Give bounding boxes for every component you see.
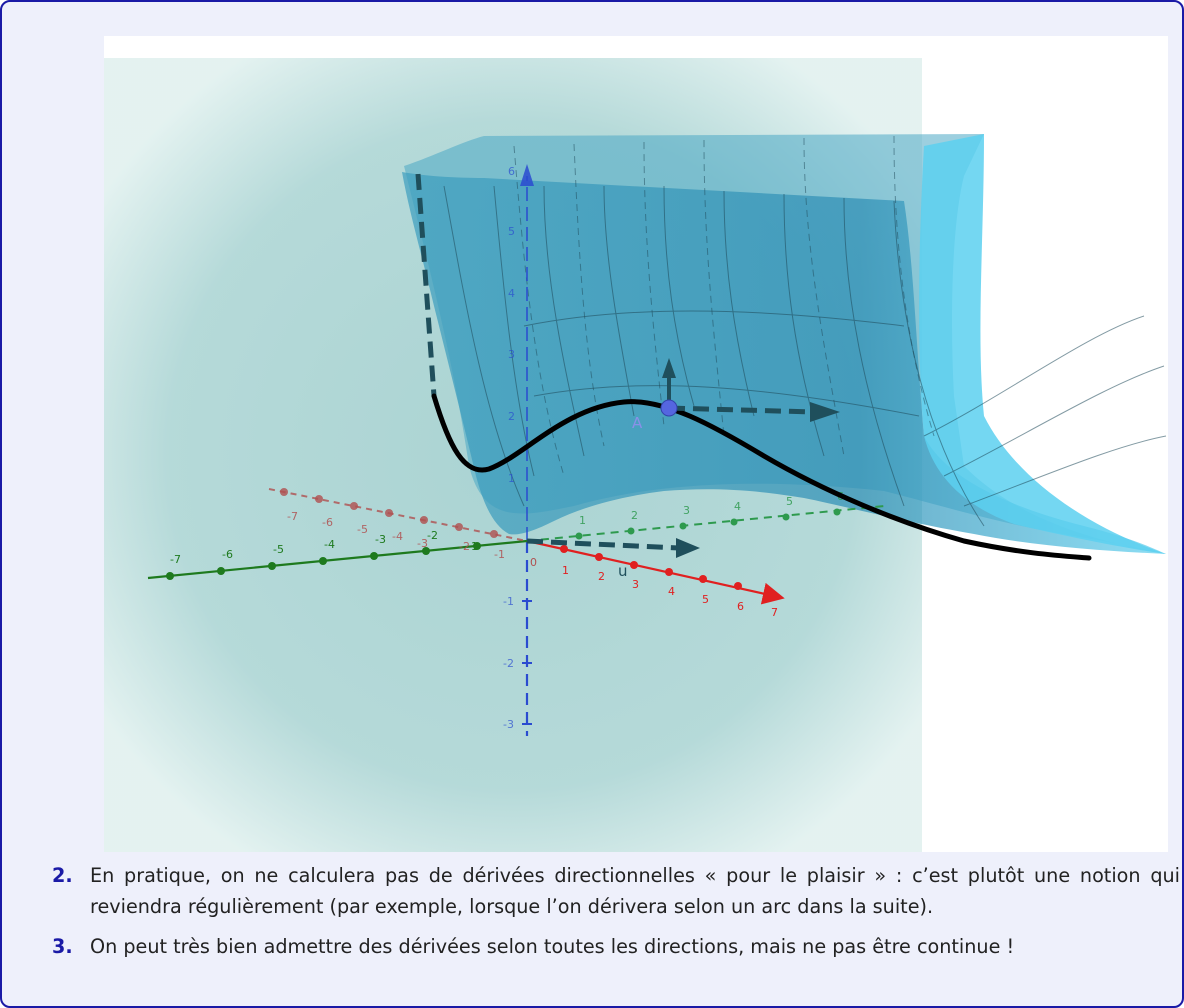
surface-plot-svg: -1 -2 -3 1 2 3 4 5 6 bbox=[104, 36, 1168, 852]
z-tick-label: 2 bbox=[508, 410, 515, 423]
list-item-text: On peut très bien admettre des dérivées … bbox=[90, 931, 1180, 962]
x-tick-label: 4 bbox=[668, 585, 675, 598]
x-tick-label: 7 bbox=[771, 606, 778, 619]
y-tick-label: -2 bbox=[427, 529, 438, 542]
x-tick-label: -7 bbox=[287, 510, 298, 523]
surface-3d-figure: -1 -2 -3 1 2 3 4 5 6 bbox=[104, 36, 1168, 852]
z-tick-label: -3 bbox=[503, 718, 514, 731]
y-tick-label: 2 bbox=[631, 509, 638, 522]
y-tick-label: -5 bbox=[273, 543, 284, 556]
list-item-text: En pratique, on ne calculera pas de déri… bbox=[90, 860, 1180, 922]
remarks-list: 2. En pratique, on ne calculera pas de d… bbox=[52, 860, 1180, 971]
x-tick-label: -2 bbox=[459, 540, 470, 553]
x-tick-label: 1 bbox=[562, 564, 569, 577]
y-tick-label: -7 bbox=[170, 553, 181, 566]
x-tick-label: -1 bbox=[494, 548, 505, 561]
x-tick-label: -3 bbox=[417, 537, 428, 550]
list-item-number: 3. bbox=[52, 931, 73, 962]
vector-u-label: u bbox=[618, 562, 628, 580]
z-tick-label: 6 bbox=[508, 165, 515, 178]
x-tick-label: 2 bbox=[598, 570, 605, 583]
z-tick-label: 4 bbox=[508, 287, 515, 300]
y-tick-label: 3 bbox=[683, 504, 690, 517]
y-tick-label: -4 bbox=[324, 538, 335, 551]
x-tick-label: 6 bbox=[737, 600, 744, 613]
z-tick-label: -1 bbox=[503, 595, 514, 608]
z-tick-label: 1 bbox=[508, 472, 515, 485]
y-tick-label: -6 bbox=[222, 548, 233, 561]
point-a-label: A bbox=[632, 414, 643, 432]
z-tick-label: 5 bbox=[508, 225, 515, 238]
x-tick-label: -5 bbox=[357, 523, 368, 536]
origin-label: 0 bbox=[530, 556, 537, 569]
z-tick-label: 3 bbox=[508, 348, 515, 361]
x-tick-label: 3 bbox=[632, 578, 639, 591]
y-tick-label: -3 bbox=[375, 533, 386, 546]
z-tick-label: -2 bbox=[503, 657, 514, 670]
x-tick-label: -4 bbox=[392, 530, 403, 543]
y-tick-label: 5 bbox=[786, 495, 793, 508]
list-item-number: 2. bbox=[52, 860, 73, 891]
x-tick-label: 5 bbox=[702, 593, 709, 606]
list-item: 3. On peut très bien admettre des dérivé… bbox=[52, 931, 1180, 962]
list-item: 2. En pratique, on ne calculera pas de d… bbox=[52, 860, 1180, 922]
y-tick-label: 4 bbox=[734, 500, 741, 513]
y-tick-label: 1 bbox=[579, 514, 586, 527]
point-a bbox=[661, 400, 677, 416]
x-tick-label: -6 bbox=[322, 516, 333, 529]
